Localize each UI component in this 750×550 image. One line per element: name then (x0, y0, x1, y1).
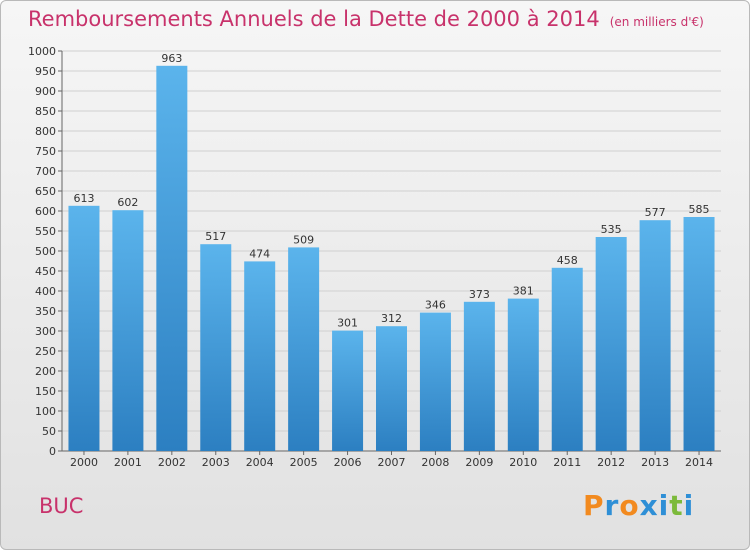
value-label-2011: 458 (557, 254, 578, 267)
y-tick-label: 200 (35, 365, 56, 378)
y-tick-label: 400 (35, 285, 56, 298)
logo-letter: i (658, 489, 670, 522)
y-tick-label: 1000 (28, 45, 56, 58)
x-tick-label-2008: 2008 (421, 456, 449, 469)
y-tick-label: 100 (35, 405, 56, 418)
y-tick-label: 150 (35, 385, 56, 398)
x-tick-label-2003: 2003 (202, 456, 230, 469)
x-tick-label-2013: 2013 (641, 456, 669, 469)
y-tick-label: 800 (35, 125, 56, 138)
logo-letter: o (619, 489, 640, 522)
x-tick-label-2014: 2014 (685, 456, 713, 469)
x-tick-label-2011: 2011 (553, 456, 581, 469)
logo-letter: P (583, 489, 605, 522)
commune-name: BUC (39, 494, 84, 518)
x-tick-label-2007: 2007 (378, 456, 406, 469)
bar-2009 (463, 301, 495, 451)
x-tick-label-2000: 2000 (70, 456, 98, 469)
value-label-2000: 613 (73, 192, 94, 205)
bar-2013 (639, 220, 671, 451)
value-label-2004: 474 (249, 247, 270, 260)
bar-2012 (595, 237, 627, 451)
x-tick-label-2002: 2002 (158, 456, 186, 469)
value-label-2012: 535 (601, 223, 622, 236)
bar-2008 (419, 312, 451, 451)
value-label-2005: 509 (293, 233, 314, 246)
bar-2011 (551, 267, 583, 451)
chart-title: Remboursements Annuels de la Dette de 20… (28, 7, 704, 31)
chart-title-text: Remboursements Annuels de la Dette de 20… (28, 7, 600, 31)
y-tick-label: 650 (35, 185, 56, 198)
logo-letter: r (604, 489, 620, 522)
bar-2014 (683, 217, 715, 451)
x-tick-label-2006: 2006 (334, 456, 362, 469)
bar-2001 (112, 210, 144, 451)
value-label-2010: 381 (513, 285, 534, 298)
value-label-2006: 301 (337, 317, 358, 330)
value-label-2009: 373 (469, 288, 490, 301)
logo-letter: i (683, 489, 695, 522)
value-label-2014: 585 (689, 203, 710, 216)
y-tick-label: 250 (35, 345, 56, 358)
x-tick-label-2012: 2012 (597, 456, 625, 469)
chart-subtitle: (en milliers d'€) (609, 15, 704, 29)
y-tick-label: 900 (35, 85, 56, 98)
bar-2000 (68, 205, 100, 451)
logo-letter: t (669, 489, 684, 522)
y-tick-label: 300 (35, 325, 56, 338)
y-tick-label: 600 (35, 205, 56, 218)
y-tick-label: 350 (35, 305, 56, 318)
y-tick-label: 550 (35, 225, 56, 238)
value-label-2002: 963 (161, 52, 182, 65)
x-tick-label-2010: 2010 (509, 456, 537, 469)
bar-2004 (244, 261, 276, 451)
value-label-2007: 312 (381, 312, 402, 325)
y-tick-label: 700 (35, 165, 56, 178)
bar-2006 (332, 330, 364, 451)
y-tick-label: 450 (35, 265, 56, 278)
bar-2010 (507, 298, 539, 451)
bar-2005 (288, 247, 320, 451)
y-tick-label: 0 (49, 445, 56, 458)
bar-2007 (376, 326, 407, 451)
x-tick-label-2009: 2009 (465, 456, 493, 469)
y-tick-label: 50 (42, 425, 56, 438)
y-tick-label: 750 (35, 145, 56, 158)
y-tick-label: 500 (35, 245, 56, 258)
x-tick-label-2004: 2004 (246, 456, 274, 469)
proxiti-logo: Proxiti (583, 489, 694, 522)
labels: 0 50 100 150 200 250 300 350 400 450 500 550 600 650 7… (28, 45, 713, 469)
bar-2003 (200, 244, 232, 451)
value-label-2003: 517 (205, 230, 226, 243)
y-tick-label: 850 (35, 105, 56, 118)
x-tick-label-2001: 2001 (114, 456, 142, 469)
value-label-2008: 346 (425, 299, 446, 312)
value-label-2013: 577 (645, 206, 666, 219)
logo-letter: x (639, 489, 659, 522)
bar-2002 (156, 65, 188, 452)
y-tick-label: 950 (35, 65, 56, 78)
value-label-2001: 602 (117, 196, 138, 209)
bars (68, 65, 715, 452)
x-tick-label-2005: 2005 (290, 456, 318, 469)
